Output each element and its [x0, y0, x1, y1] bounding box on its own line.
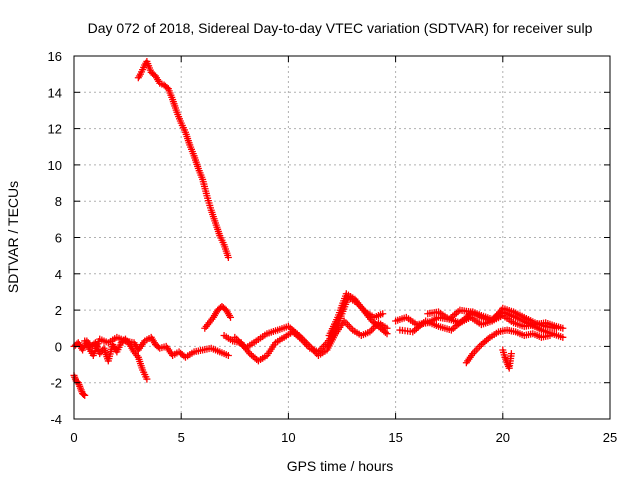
y-tick-label: 8 — [55, 194, 62, 209]
series-trace-12 — [499, 346, 515, 372]
y-tick-label: 0 — [55, 339, 62, 354]
data-point — [507, 350, 515, 358]
data-point — [379, 310, 387, 318]
ticks: 0 5 10 15 20 25 -4 -2 0 2 4 6 8 10 12 14 16 — [48, 49, 618, 445]
x-tick-label: 0 — [70, 430, 77, 445]
data-point — [143, 375, 151, 383]
y-tick-label: 10 — [48, 158, 62, 173]
data-point — [559, 333, 567, 341]
series-trace-4 — [134, 57, 232, 261]
y-tick-label: 2 — [55, 303, 62, 318]
x-tick-label: 20 — [496, 430, 510, 445]
data-point — [546, 332, 554, 340]
y-tick-label: 4 — [55, 267, 62, 282]
x-tick-label: 10 — [281, 430, 295, 445]
data-point — [224, 351, 232, 359]
y-tick-label: -2 — [50, 376, 62, 391]
data-layer — [70, 57, 567, 399]
y-tick-label: 14 — [48, 85, 62, 100]
series-trace-13 — [424, 304, 560, 332]
data-point — [559, 324, 567, 332]
series-trace-7 — [231, 317, 391, 359]
x-tick-label: 5 — [178, 430, 185, 445]
x-axis-label: GPS time / hours — [287, 458, 394, 474]
data-point — [224, 253, 232, 261]
data-point — [81, 391, 89, 399]
series-trace-11 — [462, 326, 554, 367]
data-point — [227, 313, 235, 321]
series-trace-8 — [325, 290, 391, 340]
y-tick-label: -4 — [50, 412, 62, 427]
y-axis-label: SDTVAR / TECUs — [5, 181, 21, 293]
y-tick-label: 12 — [48, 122, 62, 137]
y-tick-label: 16 — [48, 49, 62, 64]
series-trace-3 — [81, 333, 232, 361]
series-trace-1 — [70, 371, 89, 399]
grid — [74, 56, 610, 419]
data-point — [381, 328, 389, 336]
data-point — [383, 330, 391, 338]
chart-title: Day 072 of 2018, Sidereal Day-to-day VTE… — [88, 20, 593, 36]
data-point — [552, 324, 560, 332]
y-tick-label: 6 — [55, 231, 62, 246]
x-tick-label: 15 — [388, 430, 402, 445]
x-tick-label: 25 — [603, 430, 617, 445]
series-trace-5 — [201, 302, 235, 332]
data-point — [80, 390, 88, 398]
